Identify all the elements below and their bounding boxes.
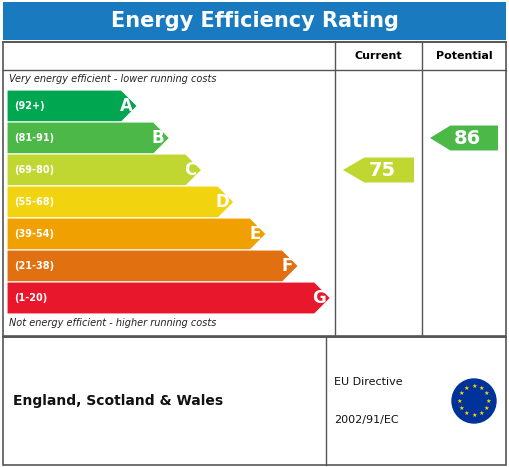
Text: ★: ★ [478, 411, 484, 416]
Text: (39-54): (39-54) [14, 229, 54, 239]
Text: Not energy efficient - higher running costs: Not energy efficient - higher running co… [9, 318, 216, 328]
Text: (1-20): (1-20) [14, 293, 47, 303]
Text: (55-68): (55-68) [14, 197, 54, 207]
Polygon shape [7, 122, 169, 154]
Polygon shape [7, 218, 266, 250]
Text: Potential: Potential [436, 51, 492, 61]
Text: F: F [281, 257, 293, 275]
Text: ★: ★ [484, 406, 489, 410]
Text: Very energy efficient - lower running costs: Very energy efficient - lower running co… [9, 74, 216, 84]
Text: Current: Current [355, 51, 402, 61]
Polygon shape [430, 126, 498, 150]
Text: C: C [184, 161, 196, 179]
Text: 75: 75 [369, 161, 395, 179]
Polygon shape [7, 282, 330, 314]
Polygon shape [7, 154, 202, 186]
Text: ★: ★ [478, 386, 484, 391]
Text: ★: ★ [471, 413, 477, 418]
Polygon shape [7, 250, 298, 282]
Text: G: G [313, 289, 326, 307]
Polygon shape [7, 90, 137, 122]
Text: EU Directive: EU Directive [334, 377, 403, 387]
Text: A: A [120, 97, 132, 115]
Text: Energy Efficiency Rating: Energy Efficiency Rating [110, 11, 399, 31]
Bar [3, 42, 506, 336]
Text: D: D [216, 193, 230, 211]
Text: (81-91): (81-91) [14, 133, 54, 143]
Text: B: B [152, 129, 164, 147]
Text: (69-80): (69-80) [14, 165, 54, 175]
Text: ★: ★ [464, 386, 470, 391]
Text: (21-38): (21-38) [14, 261, 54, 271]
Bar [3, 2, 506, 40]
Polygon shape [7, 186, 234, 218]
Text: ★: ★ [459, 391, 464, 396]
Text: ★: ★ [457, 398, 463, 403]
Text: 86: 86 [454, 128, 481, 148]
Circle shape [452, 379, 496, 423]
Text: 2002/91/EC: 2002/91/EC [334, 415, 399, 425]
Text: England, Scotland & Wales: England, Scotland & Wales [13, 394, 223, 408]
Bar [3, 337, 506, 465]
Text: ★: ★ [484, 391, 489, 396]
Text: ★: ★ [464, 411, 470, 416]
Polygon shape [343, 157, 414, 183]
Text: ★: ★ [471, 384, 477, 389]
Text: (92+): (92+) [14, 101, 45, 111]
Text: ★: ★ [486, 398, 491, 403]
Text: ★: ★ [459, 406, 464, 410]
Text: E: E [249, 225, 261, 243]
